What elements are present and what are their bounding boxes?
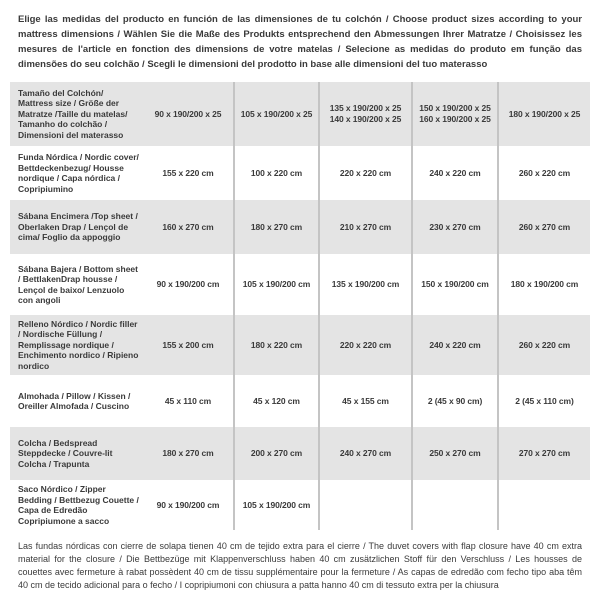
size-cell: 260 x 270 cm [497, 200, 590, 254]
size-cell: 45 x 155 cm [318, 375, 411, 427]
size-cell: 135 x 190/200 cm [318, 254, 411, 315]
size-cell: 150 x 190/200 x 25 160 x 190/200 x 25 [411, 82, 497, 146]
row-label: Tamaño del Colchón/ Mattress size / Größ… [18, 87, 128, 140]
size-cell: 105 x 190/200 x 25 [233, 82, 318, 146]
table-row-zipper-bedding: Saco Nórdico / Zipper Bedding / Bettbezu… [10, 480, 590, 530]
size-cell: 270 x 270 cm [497, 427, 590, 480]
size-cell: 105 x 190/200 cm [233, 480, 318, 530]
table-row-pillow: Almohada / Pillow / Kissen / Oreiller Al… [10, 375, 590, 427]
size-cell [411, 480, 497, 530]
size-cell: 220 x 220 cm [318, 315, 411, 375]
table-row-top-sheet: Sábana Encimera /Top sheet / Oberlaken D… [10, 200, 590, 254]
table-row-nordic-cover: Funda Nórdica / Nordic cover/ Bettdecken… [10, 146, 590, 200]
row-label: Relleno Nórdico / Nordic filler / Nordis… [18, 318, 139, 371]
row-label: Funda Nórdica / Nordic cover/ Bettdecken… [18, 152, 139, 194]
size-cell: 180 x 220 cm [233, 315, 318, 375]
size-cell: 210 x 270 cm [318, 200, 411, 254]
row-label: Saco Nórdico / Zipper Bedding / Bettbezu… [18, 484, 139, 526]
table-row-mattress-size: Tamaño del Colchón/ Mattress size / Größ… [10, 82, 590, 146]
table-row-nordic-filler: Relleno Nórdico / Nordic filler / Nordis… [10, 315, 590, 375]
size-cell: 100 x 220 cm [233, 146, 318, 200]
size-cell: 90 x 190/200 cm [156, 499, 220, 510]
row-label: Colcha / Bedspread Steppdecke / Couvre-l… [18, 437, 113, 469]
table-row-bottom-sheet: Sábana Bajera / Bottom sheet / Bettlaken… [10, 254, 590, 315]
size-cell: 180 x 190/200 cm [497, 254, 590, 315]
row-label: Sábana Encimera /Top sheet / Oberlaken D… [18, 211, 138, 243]
intro-text: Elige las medidas del producto en funció… [18, 14, 582, 70]
size-cell: 230 x 270 cm [411, 200, 497, 254]
size-cell: 90 x 190/200 cm [156, 279, 220, 289]
size-cell: 240 x 220 cm [411, 315, 497, 375]
size-cell: 155 x 220 cm [162, 167, 214, 178]
size-cell [318, 480, 411, 530]
size-cell: 260 x 220 cm [497, 315, 590, 375]
size-cell: 150 x 190/200 cm [411, 254, 497, 315]
size-cell: 220 x 220 cm [318, 146, 411, 200]
row-label: Almohada / Pillow / Kissen / Oreiller Al… [18, 390, 131, 412]
size-cell: 180 x 270 cm [233, 200, 318, 254]
size-cell: 45 x 110 cm [164, 395, 212, 406]
size-cell: 180 x 190/200 x 25 [497, 82, 590, 146]
size-cell: 135 x 190/200 x 25 140 x 190/200 x 25 [318, 82, 411, 146]
size-cell: 180 x 270 cm [162, 448, 214, 458]
size-cell: 105 x 190/200 cm [233, 254, 318, 315]
size-cell: 155 x 200 cm [162, 339, 214, 350]
size-cell: 200 x 270 cm [233, 427, 318, 480]
size-cell: 250 x 270 cm [411, 427, 497, 480]
size-cell: 2 (45 x 90 cm) [411, 375, 497, 427]
size-cell: 45 x 120 cm [233, 375, 318, 427]
size-cell: 240 x 220 cm [411, 146, 497, 200]
row-label: Sábana Bajera / Bottom sheet / Bettlaken… [18, 263, 138, 306]
table-row-bedspread: Colcha / Bedspread Steppdecke / Couvre-l… [10, 427, 590, 480]
size-cell [497, 480, 590, 530]
size-cell: 160 x 270 cm [162, 221, 214, 232]
footnote-text: Las fundas nórdicas con cierre de solapa… [18, 541, 582, 590]
size-cell: 240 x 270 cm [318, 427, 411, 480]
size-cell: 260 x 220 cm [497, 146, 590, 200]
product-size-table: Tamaño del Colchón/ Mattress size / Größ… [10, 82, 590, 530]
size-cell: 90 x 190/200 x 25 [154, 108, 222, 119]
size-cell: 2 (45 x 110 cm) [497, 375, 590, 427]
